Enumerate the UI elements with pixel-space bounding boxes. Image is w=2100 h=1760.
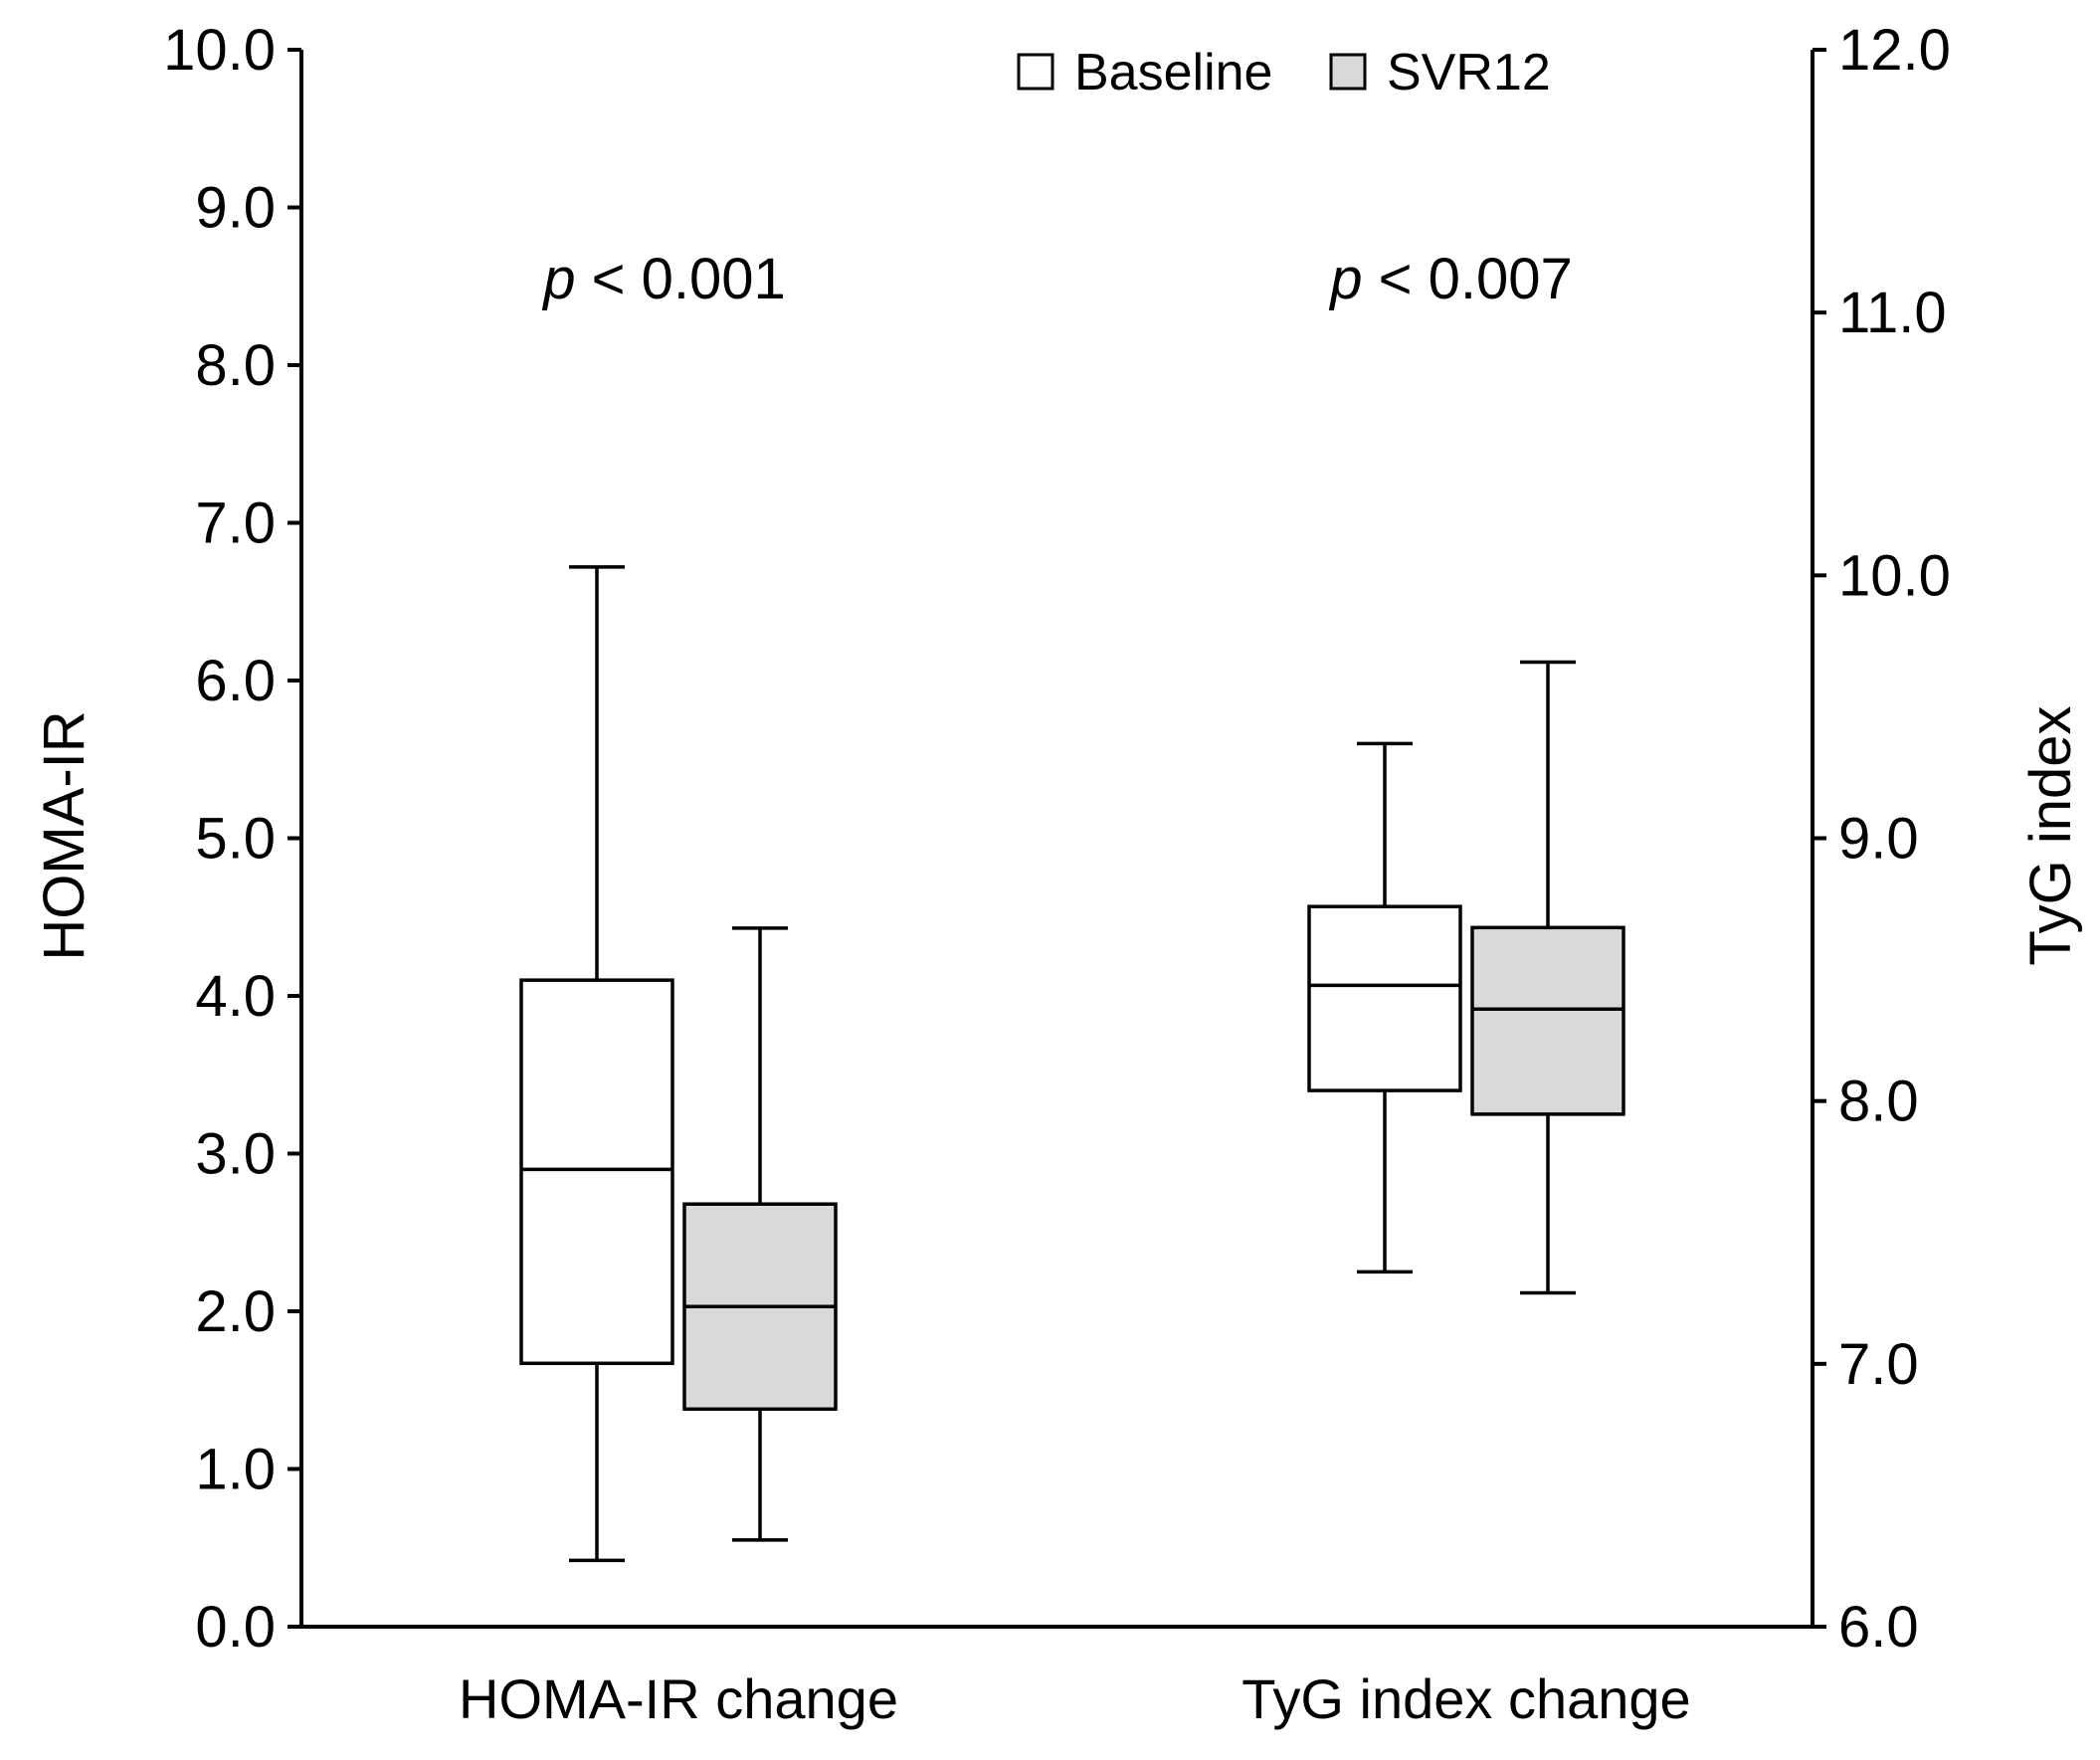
box-series bbox=[519, 565, 1625, 1563]
left-tick-label: 3.0 bbox=[195, 1122, 276, 1187]
left-tick-label: 0.0 bbox=[195, 1595, 276, 1660]
legend-label-baseline: Baseline bbox=[1074, 44, 1272, 101]
right-tick-label: 7.0 bbox=[1838, 1332, 1919, 1397]
left-axis-ticks: 0.0 1.0 2.0 3.0 4.0 5.0 6.0 7.0 8.0 9.0 10.0 bbox=[163, 18, 301, 1660]
p-value-tyg-text: < 0.007 bbox=[1363, 247, 1573, 311]
category-label-tyg-index-change: TyG index change bbox=[1241, 1667, 1690, 1730]
legend-label-svr12: SVR12 bbox=[1387, 44, 1551, 101]
right-tick-label: 10.0 bbox=[1838, 543, 1951, 608]
p-value-tyg-symbol: p bbox=[1328, 247, 1362, 311]
left-tick-label: 9.0 bbox=[195, 176, 276, 241]
right-tick-label: 9.0 bbox=[1838, 807, 1919, 872]
p-value-tyg: p < 0.007 bbox=[1328, 247, 1573, 311]
right-axis-ticks: 6.0 7.0 8.0 9.0 10.0 11.0 12.0 bbox=[1813, 18, 1951, 1660]
iqr-box bbox=[519, 978, 674, 1366]
legend: Baseline SVR12 bbox=[1017, 44, 1551, 101]
right-axis-title: TyG index bbox=[2018, 705, 2083, 965]
left-axis-title: HOMA-IR bbox=[32, 710, 96, 960]
right-tick-label: 12.0 bbox=[1838, 18, 1951, 83]
right-tick-label: 11.0 bbox=[1838, 281, 1947, 345]
box-tyg-index-change-svr12 bbox=[1470, 660, 1625, 1295]
left-tick-label: 4.0 bbox=[195, 964, 276, 1029]
left-tick-label: 5.0 bbox=[195, 807, 276, 872]
left-tick-label: 1.0 bbox=[195, 1438, 276, 1502]
category-label-homa-ir-change: HOMA-IR change bbox=[459, 1667, 898, 1730]
p-value-homa-ir-text: < 0.001 bbox=[576, 247, 786, 311]
p-value-homa-ir-symbol: p bbox=[541, 247, 575, 311]
iqr-box bbox=[1307, 904, 1462, 1092]
left-tick-label: 10.0 bbox=[163, 18, 276, 83]
box-tyg-index-change-baseline bbox=[1307, 741, 1462, 1274]
p-value-homa-ir: p < 0.001 bbox=[541, 247, 786, 311]
left-tick-label: 6.0 bbox=[195, 649, 276, 713]
box-homa-ir-change-svr12 bbox=[682, 926, 838, 1542]
right-tick-label: 6.0 bbox=[1838, 1595, 1919, 1660]
legend-swatch-baseline bbox=[1017, 53, 1054, 91]
right-tick-label: 8.0 bbox=[1838, 1070, 1919, 1134]
box-homa-ir-change-baseline bbox=[519, 565, 674, 1563]
iqr-box bbox=[1470, 925, 1625, 1116]
left-tick-label: 8.0 bbox=[195, 333, 276, 398]
legend-swatch-svr12 bbox=[1329, 53, 1367, 91]
left-tick-label: 2.0 bbox=[195, 1279, 276, 1344]
left-tick-label: 7.0 bbox=[195, 491, 276, 556]
